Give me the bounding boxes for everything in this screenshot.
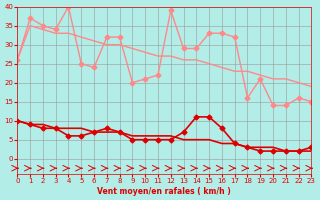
X-axis label: Vent moyen/en rafales ( km/h ): Vent moyen/en rafales ( km/h ): [98, 187, 231, 196]
